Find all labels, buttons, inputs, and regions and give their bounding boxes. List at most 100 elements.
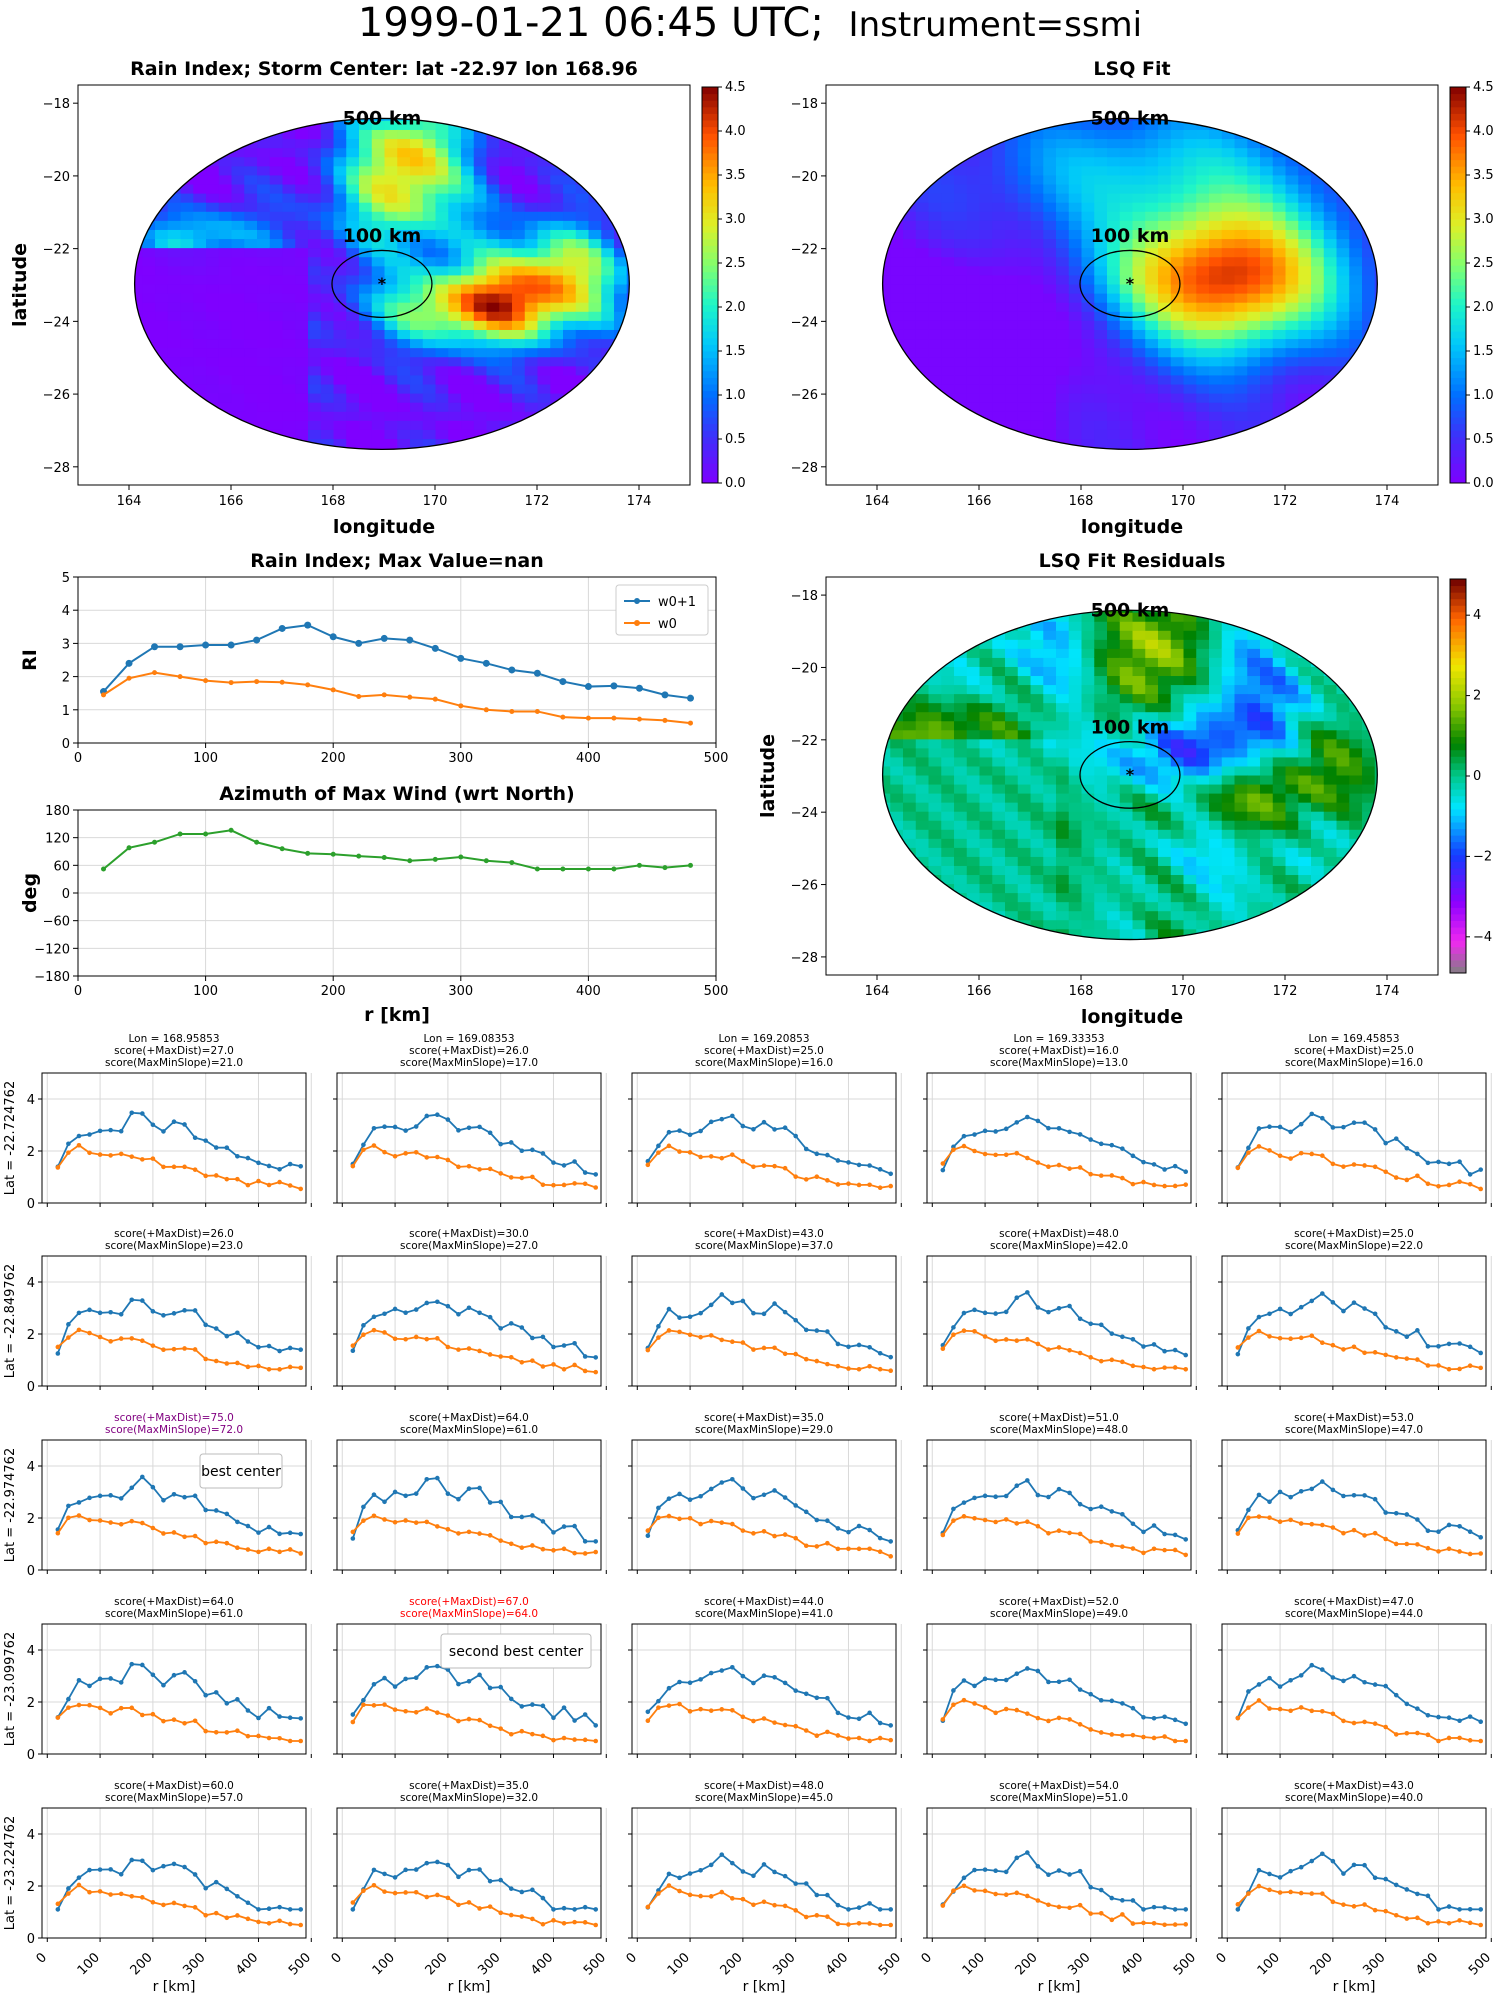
map-cell — [1260, 765, 1274, 776]
map-cell — [601, 411, 615, 421]
map-cell — [269, 229, 284, 240]
map-cell — [1222, 102, 1235, 112]
map-cell — [397, 320, 411, 330]
map-cell — [537, 438, 551, 449]
map-cell — [915, 147, 930, 158]
map-cell — [865, 120, 878, 130]
map-cell — [333, 202, 347, 212]
map-cell — [1260, 311, 1274, 321]
map-cell — [626, 438, 630, 449]
map-cell — [1133, 947, 1146, 957]
map-cell — [346, 220, 360, 230]
map-cell — [1094, 648, 1108, 658]
map-cell — [916, 947, 929, 957]
map-cell — [384, 265, 398, 276]
map-cell — [1247, 928, 1261, 939]
map-cell — [929, 457, 942, 467]
map-cell — [1247, 156, 1261, 167]
map-cell — [537, 165, 551, 176]
map-cell — [903, 648, 917, 658]
map-cell — [575, 338, 590, 349]
map-cell — [1170, 429, 1185, 440]
map-cell — [346, 457, 359, 467]
map-cell — [422, 120, 437, 130]
map-cell — [882, 666, 891, 677]
map-cell — [640, 193, 653, 203]
map-cell — [1017, 393, 1032, 403]
map-cell — [346, 174, 360, 185]
map-cell — [1260, 892, 1274, 903]
map-cell — [257, 293, 271, 303]
map-cell — [979, 639, 993, 649]
map-cell — [1260, 165, 1274, 176]
map-cell — [384, 293, 398, 303]
map-cell — [1043, 675, 1057, 686]
map-cell — [435, 393, 449, 403]
map-cell — [614, 347, 628, 358]
map-cell — [563, 374, 577, 385]
map-cell — [890, 202, 904, 212]
map-cell — [1272, 783, 1287, 794]
map-cell — [1132, 756, 1146, 767]
map-cell — [1336, 247, 1350, 258]
map-cell — [575, 129, 590, 140]
map-cell — [537, 138, 551, 149]
map-cell — [903, 147, 917, 158]
y-tick-label: −28 — [43, 461, 70, 476]
map-cell — [473, 402, 488, 412]
map-cell — [1132, 747, 1146, 758]
map-cell — [473, 202, 488, 212]
map-cell — [928, 120, 942, 130]
map-cell — [333, 247, 347, 258]
map-cell — [979, 211, 993, 221]
map-cell — [1119, 901, 1134, 912]
map-cell — [890, 928, 904, 939]
map-cell — [448, 420, 462, 430]
map-cell — [1234, 702, 1248, 713]
map-cell — [1247, 711, 1261, 722]
map-cell — [1349, 329, 1363, 340]
map-cell — [1043, 229, 1057, 240]
map-cell — [1272, 738, 1287, 749]
map-cell — [1388, 148, 1401, 158]
map-cell — [1374, 183, 1378, 194]
map-cell — [1374, 202, 1378, 212]
map-cell — [992, 729, 1006, 740]
map-cell — [410, 156, 424, 167]
map-cell — [1285, 883, 1299, 894]
map-cell — [1285, 247, 1299, 258]
map-cell — [626, 429, 630, 440]
map-cell — [134, 165, 143, 176]
map-cell — [512, 102, 525, 112]
map-cell — [295, 402, 309, 412]
map-cell — [1247, 639, 1261, 649]
map-cell — [1068, 901, 1083, 912]
map-cell — [1285, 711, 1299, 722]
map-cell — [979, 356, 993, 367]
map-cell — [1221, 438, 1236, 449]
map-cell — [1247, 457, 1260, 467]
map-cell — [117, 448, 130, 458]
map-cell — [1132, 774, 1146, 785]
map-cell — [1107, 429, 1121, 440]
map-cell — [371, 320, 386, 330]
map-cell — [320, 129, 335, 140]
colorbar-segment — [1450, 344, 1466, 352]
map-cell — [1234, 874, 1248, 885]
map-cell — [1043, 720, 1057, 731]
map-cell — [1056, 320, 1070, 330]
map-cell — [1030, 429, 1044, 440]
map-cell — [1298, 256, 1312, 267]
map-cell — [882, 374, 891, 385]
map-cell — [1043, 302, 1057, 312]
map-cell — [1298, 320, 1312, 330]
map-cell — [269, 211, 284, 221]
map-cell — [928, 675, 942, 686]
map-cell — [1068, 937, 1083, 940]
map-cell — [422, 165, 437, 176]
map-cell — [865, 420, 878, 430]
map-cell — [282, 393, 296, 403]
map-cell — [269, 402, 284, 412]
map-cell — [1170, 729, 1185, 740]
map-cell — [346, 165, 360, 176]
